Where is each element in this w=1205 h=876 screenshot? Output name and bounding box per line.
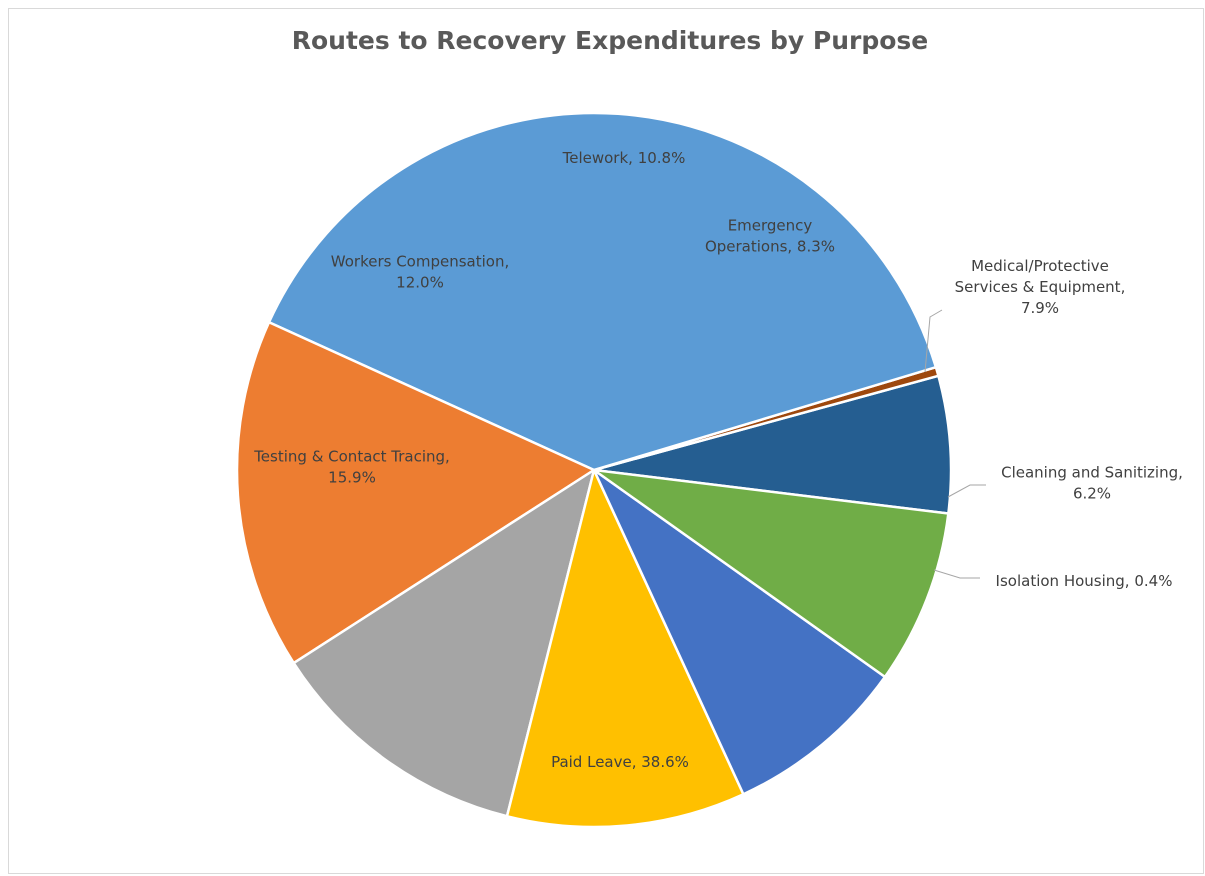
- data-label-medical-protective-services-equipment: Medical/Protective Services & Equipment, 7…: [955, 257, 1126, 317]
- chart-frame: [8, 8, 1204, 874]
- leader-line-cleaning-and-sanitizing: [947, 484, 986, 498]
- data-label-isolation-housing: Isolation Housing, 0.4%: [996, 572, 1173, 590]
- slice-medical-protective-services-equipment: [592, 468, 950, 679]
- slice-workers-compensation: [292, 468, 596, 818]
- data-label-workers-compensation: Workers Compensation, 12.0%: [331, 253, 509, 292]
- leader-lines: [924, 309, 986, 579]
- slice-emergency-operations: [592, 468, 887, 796]
- leader-line-medical-protective-services-equipment: [924, 309, 943, 373]
- data-label-telework: Telework, 10.8%: [562, 149, 686, 167]
- pie-slices: [235, 111, 953, 829]
- leader-line-isolation-housing: [933, 569, 980, 579]
- slice-telework: [505, 468, 745, 829]
- chart-title: Routes to Recovery Expenditures by Purpo…: [291, 26, 929, 55]
- data-label-cleaning-and-sanitizing: Cleaning and Sanitizing, 6.2%: [1001, 464, 1183, 503]
- slice-cleaning-and-sanitizing: [592, 374, 953, 515]
- data-label-testing-contact-tracing: Testing & Contact Tracing, 15.9%: [253, 448, 450, 487]
- data-labels: Cleaning and Sanitizing, 6.2% Isolation Ho…: [253, 149, 1183, 771]
- slice-testing-contact-tracing: [235, 321, 596, 665]
- data-label-paid-leave: Paid Leave, 38.6%: [551, 753, 689, 771]
- slice-paid-leave: [267, 111, 938, 472]
- data-label-emergency-operations: Emergency Operations, 8.3%: [705, 217, 835, 256]
